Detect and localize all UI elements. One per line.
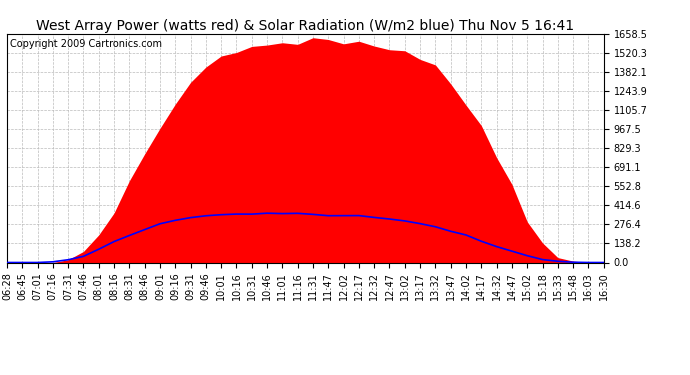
Title: West Array Power (watts red) & Solar Radiation (W/m2 blue) Thu Nov 5 16:41: West Array Power (watts red) & Solar Rad…: [37, 19, 574, 33]
Text: Copyright 2009 Cartronics.com: Copyright 2009 Cartronics.com: [10, 39, 162, 50]
